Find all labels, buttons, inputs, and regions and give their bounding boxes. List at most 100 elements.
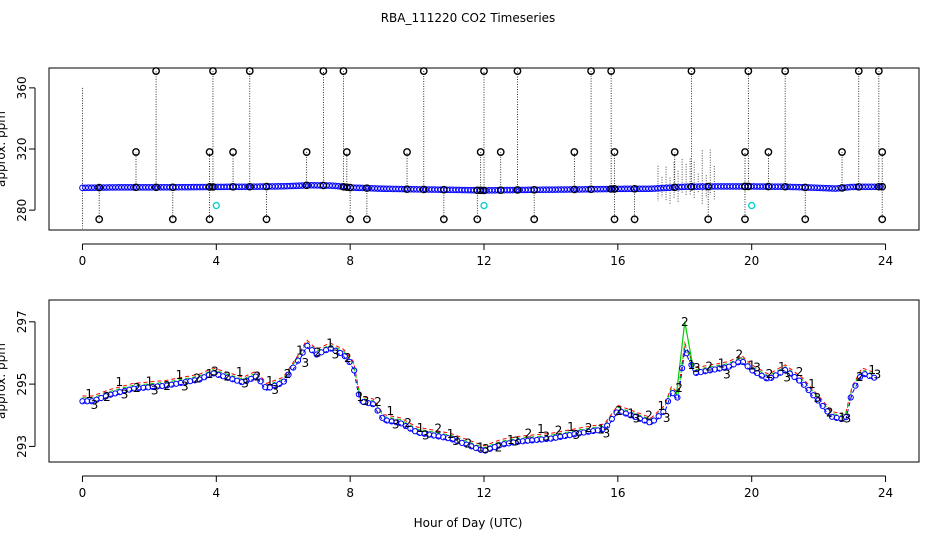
spike-origin-point bbox=[764, 182, 773, 191]
series-label-1: 1 bbox=[146, 374, 154, 388]
spike-point bbox=[346, 215, 355, 224]
series-label-2: 2 bbox=[796, 365, 804, 379]
series-label-1: 1 bbox=[266, 374, 274, 388]
series-label-2: 2 bbox=[675, 381, 683, 395]
series-point bbox=[842, 414, 850, 421]
x-tick-label: 24 bbox=[878, 486, 893, 500]
series-point bbox=[857, 373, 864, 381]
spike-origin-point bbox=[132, 183, 140, 192]
series-label-1: 1 bbox=[326, 337, 334, 351]
x-tick-label: 20 bbox=[744, 254, 759, 268]
series-label-3: 3 bbox=[753, 361, 761, 375]
spike-point bbox=[854, 67, 863, 75]
series-label-3: 3 bbox=[151, 384, 159, 398]
x-tick-label: 8 bbox=[346, 486, 354, 500]
spike-origin-point bbox=[209, 183, 217, 191]
spike-origin-point bbox=[854, 183, 863, 191]
series-point bbox=[768, 374, 775, 382]
spike-origin-point bbox=[530, 186, 538, 194]
cyan-point bbox=[480, 201, 488, 210]
spike-origin-point bbox=[152, 183, 160, 192]
spike-point bbox=[132, 148, 140, 156]
series-label-3: 3 bbox=[241, 376, 249, 390]
series-label-1: 1 bbox=[447, 427, 455, 441]
series-label-3: 3 bbox=[573, 428, 581, 442]
series-point bbox=[735, 359, 742, 366]
series-label-3: 3 bbox=[181, 379, 189, 393]
series-point bbox=[739, 358, 747, 366]
series-label-2: 2 bbox=[555, 423, 563, 437]
spike-origin-point bbox=[262, 182, 271, 191]
top-panel-y-label: approx. ppm bbox=[0, 111, 8, 187]
series-label-2: 2 bbox=[615, 404, 623, 418]
series-point bbox=[346, 358, 353, 366]
series-label-1: 1 bbox=[567, 420, 575, 434]
series-label-1: 1 bbox=[176, 368, 184, 382]
spike-point bbox=[342, 148, 351, 156]
x-tick-label: 16 bbox=[610, 254, 625, 268]
y-tick-label: 360 bbox=[15, 76, 29, 99]
series-label-3: 3 bbox=[542, 429, 550, 443]
series-label-1: 1 bbox=[778, 360, 786, 374]
series-point bbox=[285, 371, 292, 378]
series-point bbox=[379, 414, 386, 421]
series-label-1: 1 bbox=[115, 375, 123, 389]
series-point bbox=[777, 369, 784, 376]
series-label-2: 2 bbox=[766, 367, 774, 381]
series-point bbox=[791, 373, 798, 381]
series-point bbox=[280, 378, 287, 385]
spike-point bbox=[168, 215, 177, 224]
series-label-1: 1 bbox=[627, 406, 635, 420]
spike-point bbox=[607, 67, 616, 75]
top-panel-co2-with-spikes: 0 4 8 12 16 20 24 280 320 360 approx. ppm bbox=[0, 67, 920, 268]
x-tick-label: 0 bbox=[79, 486, 87, 500]
series-label-3: 3 bbox=[813, 391, 821, 405]
spike-point bbox=[496, 148, 505, 156]
series-label-2: 2 bbox=[826, 406, 834, 420]
series-label-3: 3 bbox=[783, 371, 791, 385]
spike-origin-point bbox=[607, 185, 615, 193]
series-point bbox=[782, 366, 789, 374]
series-label-1: 1 bbox=[658, 399, 666, 413]
spike-point bbox=[744, 67, 753, 75]
spike-origin-point bbox=[781, 182, 789, 191]
spike-point bbox=[630, 215, 639, 224]
series-label-2: 2 bbox=[133, 381, 141, 395]
series-label-2: 2 bbox=[374, 395, 382, 409]
x-tick-label: 12 bbox=[476, 254, 491, 268]
series-label-3: 3 bbox=[211, 365, 219, 379]
series-peak-line bbox=[675, 321, 694, 396]
spike-point bbox=[781, 67, 790, 75]
series-point bbox=[664, 398, 672, 405]
spike-point bbox=[95, 215, 104, 224]
series-label-1: 1 bbox=[85, 387, 93, 401]
spike-origin-point bbox=[704, 182, 712, 191]
series-point bbox=[299, 349, 306, 356]
series-point bbox=[772, 372, 779, 379]
spike-point bbox=[570, 148, 579, 156]
spike-point bbox=[476, 148, 485, 156]
series-point bbox=[374, 407, 381, 414]
spike-point bbox=[209, 67, 217, 75]
series-label-2: 2 bbox=[103, 390, 111, 404]
series-label-1: 1 bbox=[417, 421, 425, 435]
series-label-1: 1 bbox=[296, 344, 304, 358]
x-tick-label: 4 bbox=[212, 254, 220, 268]
series-point bbox=[678, 365, 686, 372]
spike-origin-point bbox=[496, 186, 505, 194]
series-label-2: 2 bbox=[284, 367, 292, 381]
series-point bbox=[655, 413, 662, 420]
series-label-1: 1 bbox=[718, 357, 726, 371]
series-label-3: 3 bbox=[271, 383, 279, 397]
series-label-2: 2 bbox=[404, 416, 412, 430]
spike-origin-point bbox=[403, 185, 411, 193]
x-tick-label: 12 bbox=[476, 486, 491, 500]
spike-point bbox=[319, 67, 328, 75]
x-tick-label: 0 bbox=[79, 254, 87, 268]
series-point bbox=[749, 367, 756, 374]
cyan-point bbox=[212, 201, 220, 210]
spike-point bbox=[610, 215, 619, 224]
series-point bbox=[852, 382, 859, 389]
series-line-2 bbox=[82, 340, 876, 449]
